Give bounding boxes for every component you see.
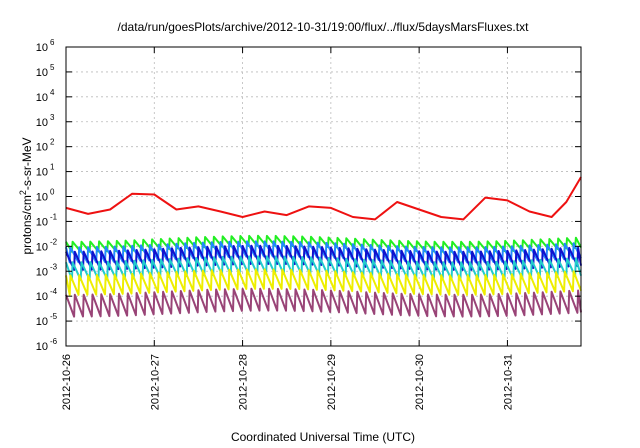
y-tick-label: 10 -2: [36, 237, 58, 253]
x-tick-label: 2012-10-30: [414, 354, 426, 410]
y-axis-label: protons/cm2-s-sr-MeV: [18, 137, 34, 254]
y-tick-label: 10 4: [36, 88, 55, 104]
y-tick-label: 10 3: [36, 113, 55, 129]
series-line-7: [65, 287, 582, 318]
y-axis-label-sup: 2: [18, 190, 28, 195]
y-tick-label: 10 5: [36, 63, 55, 79]
series-line-6: [65, 268, 582, 296]
x-axis-label: Coordinated Universal Time (UTC): [231, 430, 415, 444]
series-line-4: [65, 244, 582, 271]
chart-title: /data/run/goesPlots/archive/2012-10-31/1…: [118, 20, 530, 34]
y-tick-label: 10 -4: [36, 287, 58, 303]
x-tick-label: 2012-10-29: [326, 354, 338, 410]
grid: [66, 47, 581, 346]
series-line-1: [65, 176, 582, 221]
x-tick-label: 2012-10-31: [502, 354, 514, 410]
y-tick-label: 10 0: [36, 188, 55, 204]
y-tick-label: 10 1: [36, 163, 55, 179]
y-axis-label-suffix: -s-sr-MeV: [20, 137, 34, 190]
x-tick-label: 2012-10-26: [61, 354, 73, 410]
y-axis-label-prefix: protons/cm: [20, 195, 34, 254]
y-tick-label: 10 6: [36, 38, 55, 54]
x-tick-label: 2012-10-27: [149, 354, 161, 410]
x-tick-label: 2012-10-28: [238, 354, 250, 410]
y-tick-label: 10 -5: [36, 312, 58, 328]
series-line-5: [65, 255, 582, 281]
ticks: 10 -6 10 -5 10 -4 10 -3 10 -2 10 -1 10 0 10 1 10 2 10 3 10 4 1…: [36, 38, 581, 410]
series-group: [65, 176, 582, 318]
series-line-2: [65, 234, 582, 253]
plot-frame: [65, 46, 582, 347]
y-tick-label: 10 -3: [36, 262, 58, 278]
y-tick-label: 10 -1: [36, 212, 58, 228]
y-tick-label: 10 -6: [36, 337, 58, 353]
y-tick-label: 10 2: [36, 138, 55, 154]
